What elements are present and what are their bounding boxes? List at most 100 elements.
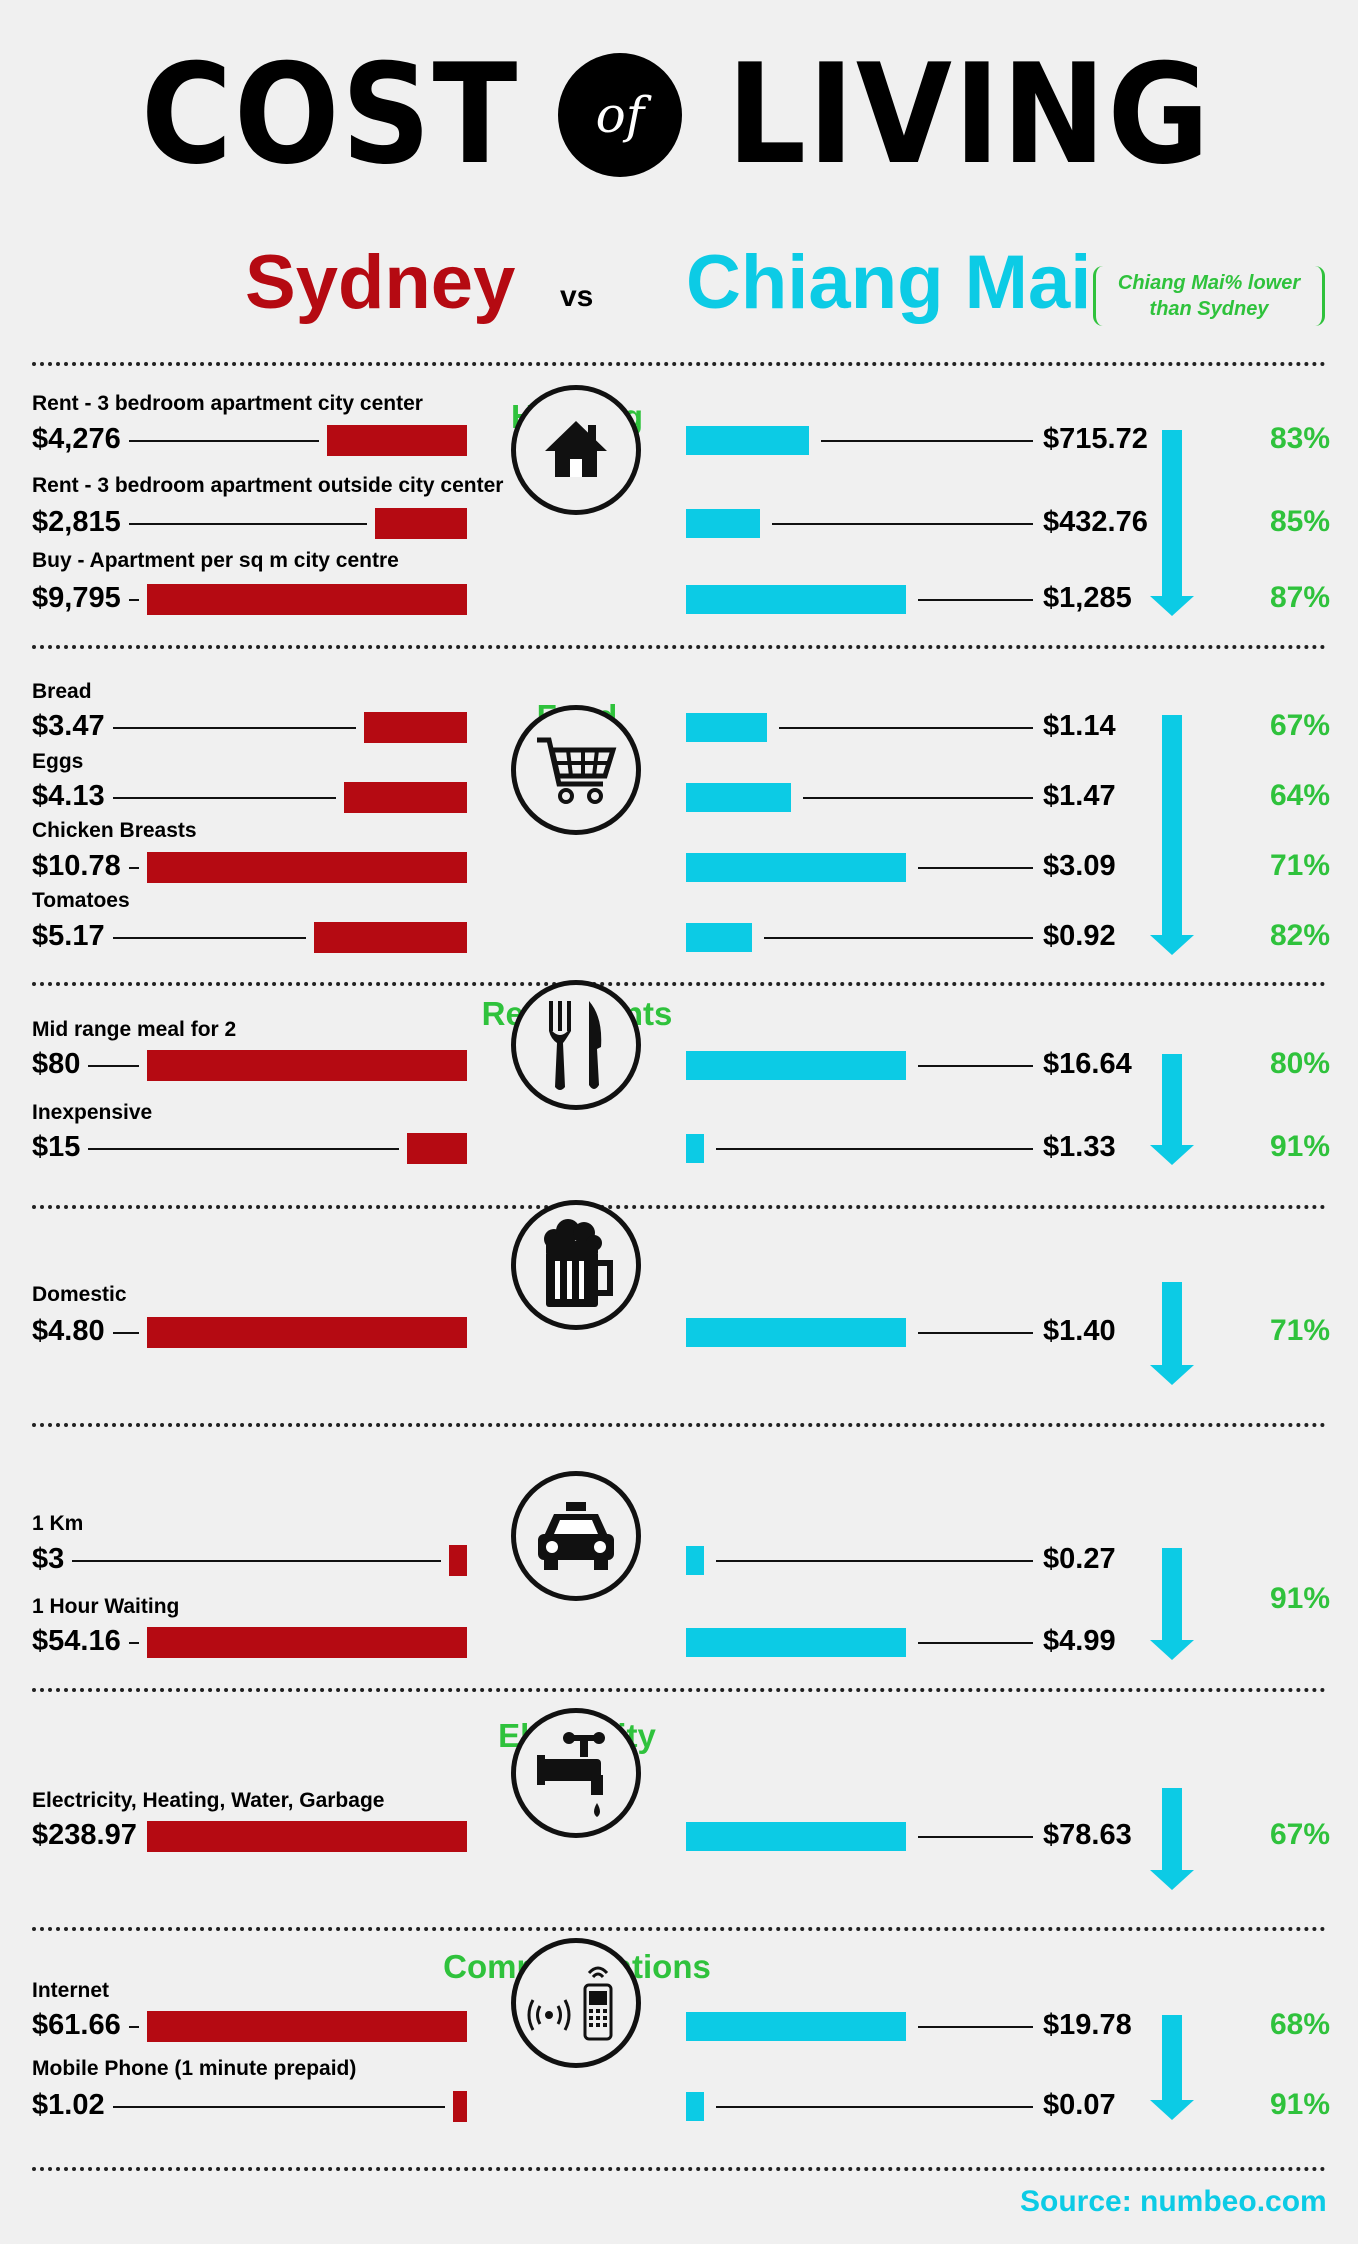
- chiang-mai-bar: [686, 783, 791, 812]
- sydney-value: $2,815: [32, 506, 121, 538]
- chiang-mai-bar: [686, 2092, 704, 2121]
- sydney-bar: [147, 2011, 467, 2042]
- sydney-leader-line: [128, 1642, 139, 1644]
- item-label: Electricity, Heating, Water, Garbage: [32, 1789, 385, 1812]
- item-label: Eggs: [32, 750, 84, 773]
- sydney-leader-line: [112, 797, 337, 799]
- percent-lower: 67%: [1269, 1818, 1330, 1851]
- chiang-mai-value: $1.14: [1043, 710, 1116, 742]
- chiang-mai-leader-line: [820, 440, 1033, 442]
- chiang-mai-value: $16.64: [1043, 1048, 1132, 1080]
- sydney-bar: [147, 1317, 467, 1348]
- taxi-icon: [534, 1496, 618, 1576]
- sydney-value: $238.97: [32, 1819, 137, 1851]
- percent-lower: 71%: [1269, 1314, 1330, 1347]
- chiang-mai-bar: [686, 1318, 906, 1347]
- chiang-mai-leader-line: [918, 867, 1033, 869]
- chiang-mai-leader-line: [779, 727, 1033, 729]
- chiang-mai-value: $19.78: [1043, 2009, 1132, 2041]
- chiang-mai-value: $78.63: [1043, 1819, 1132, 1851]
- item-label: Mid range meal for 2: [32, 1018, 237, 1041]
- chiang-mai-bar: [686, 426, 809, 455]
- sydney-bar: [453, 2091, 467, 2122]
- chiang-mai-leader-line: [716, 1148, 1033, 1150]
- item-label: Chicken Breasts: [32, 819, 197, 842]
- sydney-bar: [327, 425, 467, 456]
- sydney-bar: [147, 1050, 467, 1081]
- item-label: Bread: [32, 680, 92, 703]
- sydney-bar: [344, 782, 467, 813]
- item-label: Mobile Phone (1 minute prepaid): [32, 2057, 357, 2080]
- sydney-value: $4,276: [32, 423, 121, 455]
- vs-label: vs: [560, 280, 594, 313]
- percent-lower: 85%: [1269, 505, 1330, 538]
- section-separator: [32, 645, 1326, 649]
- chiang-mai-bar: [686, 2012, 906, 2041]
- sydney-value: $15: [32, 1131, 81, 1163]
- sydney-value: $3.47: [32, 710, 105, 742]
- shopping-cart-icon: [533, 730, 619, 810]
- chiang-mai-value: $432.76: [1043, 506, 1148, 538]
- shopping-cart-badge: [511, 705, 641, 835]
- chiang-mai-leader-line: [918, 1065, 1033, 1067]
- chiang-mai-value: $1,285: [1043, 582, 1132, 614]
- sydney-bar: [147, 852, 467, 883]
- sydney-value: $4.13: [32, 780, 105, 812]
- chiang-mai-bar: [686, 713, 768, 742]
- chiang-mai-leader-line: [772, 523, 1033, 525]
- chiang-mai-leader-line: [918, 599, 1033, 601]
- item-label: Internet: [32, 1979, 110, 2002]
- percent-lower: 80%: [1269, 1047, 1330, 1080]
- sydney-value: $3: [32, 1543, 65, 1575]
- sydney-value: $1.02: [32, 2089, 105, 2121]
- house-badge: [511, 385, 641, 515]
- chiang-mai-value: $715.72: [1043, 423, 1148, 455]
- chiang-mai-value: $1.33: [1043, 1131, 1116, 1163]
- sydney-bar: [407, 1133, 467, 1164]
- percent-lower: 68%: [1269, 2008, 1330, 2041]
- sydney-bar: [375, 508, 467, 539]
- fork-knife-badge: [511, 980, 641, 1110]
- down-arrow-icon: [1150, 2015, 1194, 2120]
- item-label: 1 Hour Waiting: [32, 1595, 180, 1618]
- chiang-mai-leader-line: [918, 1836, 1033, 1838]
- chiang-mai-value: $3.09: [1043, 850, 1116, 882]
- sydney-value: $54.16: [32, 1625, 121, 1657]
- faucet-badge: [511, 1708, 641, 1838]
- item-label: Rent - 3 bedroom apartment city center: [32, 392, 423, 415]
- percent-lower: 87%: [1269, 581, 1330, 614]
- sydney-bar: [313, 922, 467, 953]
- source-credit: Source: numbeo.com: [1020, 2185, 1327, 2218]
- section-separator: [32, 2167, 1326, 2171]
- percent-lower: 71%: [1269, 849, 1330, 882]
- chiang-mai-bar: [686, 585, 906, 614]
- city-chiang-mai-heading: Chiang Mai: [686, 240, 1092, 325]
- percent-lower: 64%: [1269, 779, 1330, 812]
- chiang-mai-bar: [686, 509, 761, 538]
- section-separator: [32, 1423, 1326, 1427]
- chiang-mai-leader-line: [802, 797, 1033, 799]
- section-separator: [32, 1205, 1326, 1209]
- item-label: Inexpensive: [32, 1101, 153, 1124]
- beer-mug-badge: [511, 1200, 641, 1330]
- down-arrow-icon: [1150, 1282, 1194, 1385]
- sydney-leader-line: [112, 1332, 139, 1334]
- percent-lower: 83%: [1269, 422, 1330, 455]
- sydney-value: $5.17: [32, 920, 105, 952]
- sydney-leader-line: [112, 727, 356, 729]
- chiang-mai-bar: [686, 853, 906, 882]
- down-arrow-icon: [1150, 1548, 1194, 1660]
- house-icon: [541, 415, 611, 485]
- item-label: Buy - Apartment per sq m city centre: [32, 549, 399, 572]
- title-of-badge: of: [557, 53, 682, 177]
- down-arrow-icon: [1150, 715, 1194, 955]
- percent-note: Chiang Mai% lower than Sydney: [1093, 266, 1325, 326]
- sydney-leader-line: [128, 523, 368, 525]
- chiang-mai-bar: [686, 1134, 704, 1163]
- chiang-mai-value: $0.27: [1043, 1543, 1116, 1575]
- sydney-leader-line: [88, 1148, 399, 1150]
- faucet-icon: [533, 1725, 619, 1821]
- sydney-bar: [449, 1545, 467, 1576]
- sydney-value: $10.78: [32, 850, 121, 882]
- sydney-bar: [147, 1821, 467, 1852]
